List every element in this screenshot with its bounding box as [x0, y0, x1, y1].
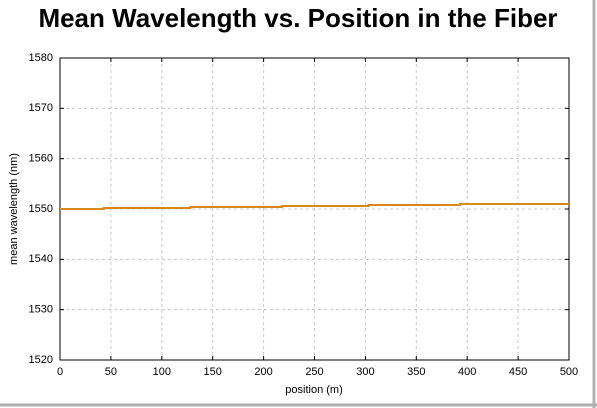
x-tick-label: 200: [254, 366, 272, 378]
y-tick-label: 1570: [29, 102, 53, 114]
y-tick-label: 1580: [29, 52, 53, 64]
x-tick-label: 250: [305, 366, 323, 378]
x-axis-label: position (m): [285, 384, 342, 396]
y-tick-label: 1530: [29, 304, 53, 316]
x-tick-label: 300: [356, 366, 374, 378]
y-tick-label: 1550: [29, 203, 53, 215]
x-tick-label: 0: [57, 366, 63, 378]
x-tick-label: 150: [204, 366, 222, 378]
y-axis-label: mean wavelength (nm): [8, 153, 20, 265]
x-tick-label: 500: [560, 366, 578, 378]
x-tick-label: 350: [407, 366, 425, 378]
x-tick-label: 450: [509, 366, 527, 378]
data-line: [60, 202, 569, 210]
y-tick-label: 1540: [29, 253, 53, 265]
y-tick-label: 1560: [29, 153, 53, 165]
x-tick-label: 50: [105, 366, 117, 378]
y-tick-label: 1520: [29, 354, 53, 366]
chart-title: Mean Wavelength vs. Position in the Fibe…: [38, 3, 557, 33]
x-tick-label: 100: [153, 366, 171, 378]
x-tick-label: 400: [458, 366, 476, 378]
